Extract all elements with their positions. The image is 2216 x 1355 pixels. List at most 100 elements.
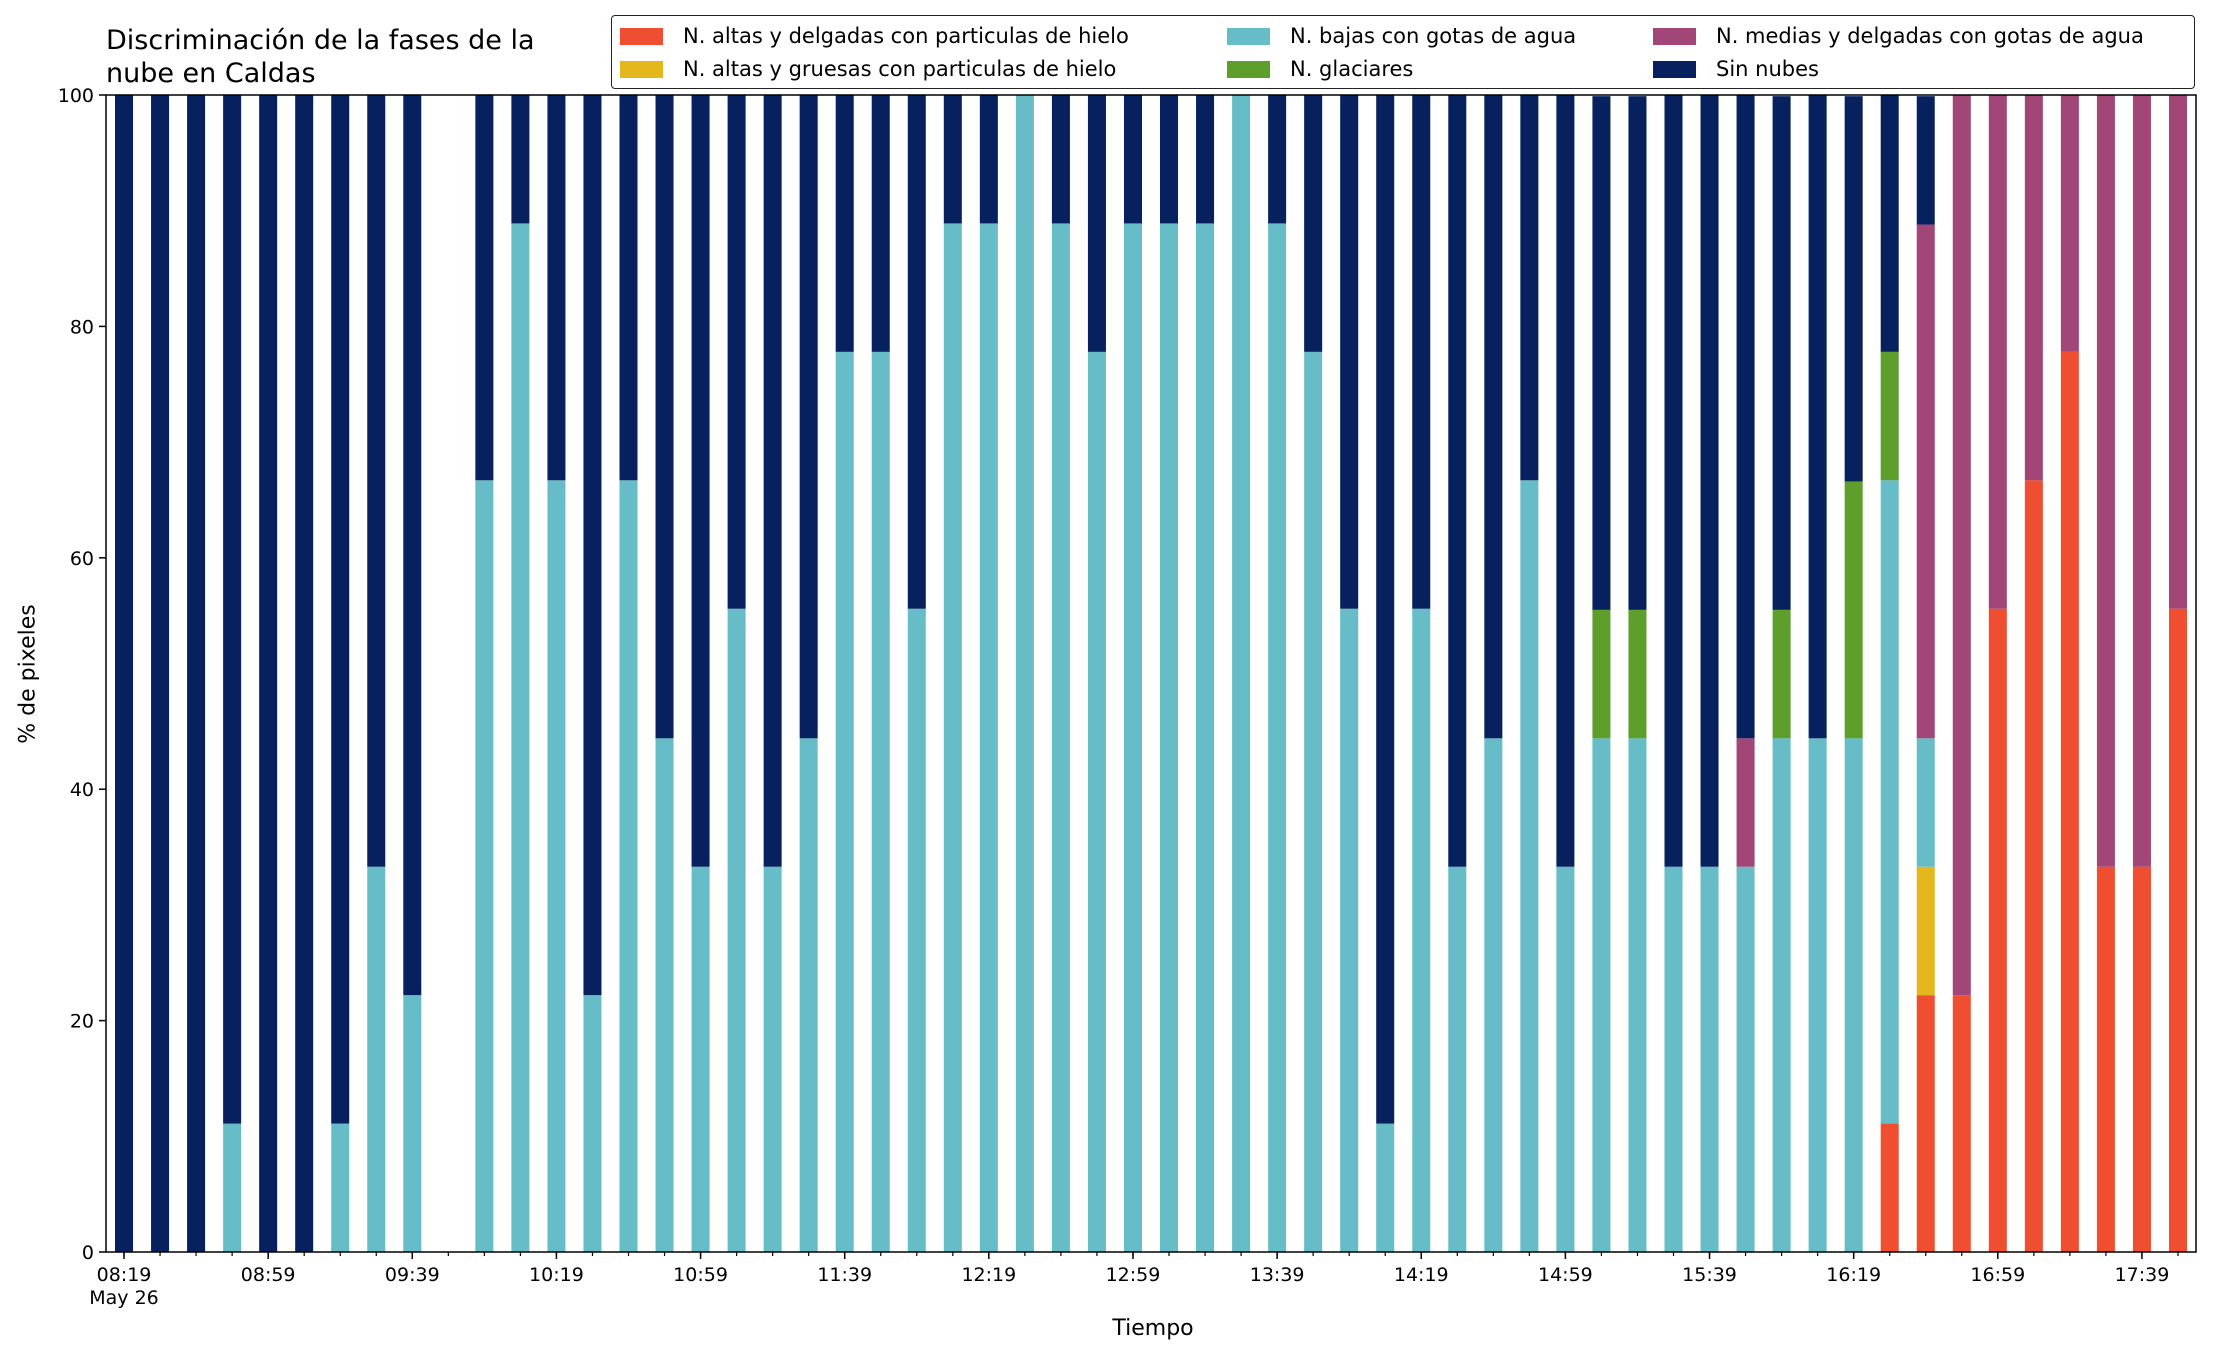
legend-item-glaciares: N. glaciares: [1227, 57, 1413, 81]
legend-item-medias: N. medias y delgadas con gotas de agua: [1653, 24, 2144, 48]
bar-segment: [2024, 480, 2043, 1252]
bar-segment: [943, 95, 962, 224]
legend-swatch: [1227, 27, 1270, 45]
x-tick-label: 11:39: [817, 1264, 872, 1286]
x-tick-label: 12:19: [961, 1264, 1016, 1286]
y-tick-label: 40: [70, 779, 94, 801]
x-tick-label: 17:39: [2115, 1264, 2170, 1286]
bar-segment: [2060, 95, 2079, 352]
bar-segment: [1123, 223, 1142, 1252]
x-tick-label: 13:39: [1250, 1264, 1305, 1286]
bar-segment: [1988, 608, 2007, 1252]
bar-segment: [2132, 866, 2151, 1252]
bar-segment: [763, 866, 782, 1252]
bar-segment: [1952, 95, 1971, 996]
legend-item-sin-nubes: Sin nubes: [1653, 57, 1819, 81]
bar-segment: [1556, 95, 1575, 867]
bar-segment: [1844, 738, 1863, 1252]
x-tick-label: 16:19: [1826, 1264, 1881, 1286]
bar-segment: [1160, 223, 1179, 1252]
bar-segment: [1520, 480, 1539, 1252]
bar-segment: [1736, 738, 1755, 867]
bar-segment: [583, 995, 602, 1252]
bar-segment: [1592, 738, 1611, 1252]
bar-segment: [907, 608, 926, 1252]
bar-segment: [331, 1123, 350, 1252]
bar-segment: [2096, 95, 2115, 867]
bars-layer: [115, 95, 2187, 1252]
bar-segment: [1736, 95, 1755, 739]
bar-segment: [1916, 995, 1935, 1252]
legend-swatch: [620, 60, 663, 78]
bar-segment: [1628, 96, 1647, 610]
bar-segment: [1736, 866, 1755, 1252]
bar-segment: [799, 738, 818, 1252]
legend-label: Sin nubes: [1716, 57, 1819, 81]
bar-segment: [1556, 866, 1575, 1252]
legend-swatch: [1653, 60, 1696, 78]
bar-segment: [1340, 95, 1359, 609]
x-tick-label: 08:19: [97, 1264, 152, 1286]
bar-segment: [151, 95, 170, 1252]
y-tick-label: 60: [70, 548, 94, 570]
bar-segment: [547, 95, 566, 481]
bar-segment: [223, 1123, 242, 1252]
bar-segment: [1376, 95, 1395, 1124]
bar-segment: [1268, 95, 1287, 224]
bar-segment: [1520, 95, 1539, 481]
bar-segment: [655, 95, 674, 739]
bar-segment: [2060, 351, 2079, 1252]
bar-segment: [1160, 95, 1179, 224]
legend-item-altas-gruesas: N. altas y gruesas con particulas de hie…: [620, 57, 1116, 81]
bar-segment: [1808, 95, 1827, 739]
bar-segment: [1376, 1123, 1395, 1252]
bar-segment: [1123, 95, 1142, 224]
bar-segment: [1664, 866, 1683, 1252]
bar-segment: [1304, 351, 1323, 1252]
bar-segment: [1664, 95, 1683, 867]
bar-segment: [1087, 351, 1106, 1252]
x-tick-label: 08:59: [241, 1264, 296, 1286]
bar-segment: [907, 95, 926, 609]
bar-segment: [727, 95, 746, 609]
bar-segment: [979, 223, 998, 1252]
x-tick-label: May 26: [89, 1287, 159, 1309]
bar-segment: [115, 95, 134, 1252]
bar-segment: [979, 95, 998, 224]
bar-segment: [331, 95, 350, 1124]
bar-segment: [1988, 95, 2007, 609]
bar-segment: [1844, 96, 1863, 482]
bar-segment: [1772, 96, 1791, 610]
bar-segment: [547, 480, 566, 1252]
bar-segment: [1772, 738, 1791, 1252]
bar-segment: [1916, 866, 1935, 996]
y-tick-label: 100: [58, 85, 94, 107]
bar-segment: [1448, 866, 1467, 1252]
bar-segment: [619, 480, 638, 1252]
bar-segment: [871, 351, 890, 1252]
legend-label: N. altas y delgadas con particulas de hi…: [683, 24, 1129, 48]
bar-segment: [2168, 95, 2187, 609]
x-axis-label: Tiempo: [1112, 1316, 1194, 1341]
x-tick-label: 12:59: [1106, 1264, 1161, 1286]
bar-segment: [1700, 866, 1719, 1252]
bar-segment: [1592, 96, 1611, 610]
legend-label: N. bajas con gotas de agua: [1290, 24, 1577, 48]
bar-segment: [1448, 95, 1467, 867]
legend: N. altas y delgadas con particulas de hi…: [611, 15, 2195, 89]
bar-segment: [1051, 223, 1070, 1252]
bar-segment: [1700, 95, 1719, 867]
bar-segment: [1916, 96, 1935, 225]
x-tick-label: 15:39: [1682, 1264, 1737, 1286]
bar-segment: [2132, 95, 2151, 867]
bar-segment: [1880, 351, 1899, 481]
bar-segment: [223, 95, 242, 1124]
y-tick-label: 80: [70, 316, 94, 338]
y-axis: 0 20 40 60 80 100: [58, 85, 106, 1264]
bar-segment: [1844, 481, 1863, 739]
bar-segment: [835, 95, 854, 352]
bar-segment: [1412, 95, 1431, 609]
bar-segment: [403, 995, 422, 1252]
bar-segment: [1087, 95, 1106, 352]
